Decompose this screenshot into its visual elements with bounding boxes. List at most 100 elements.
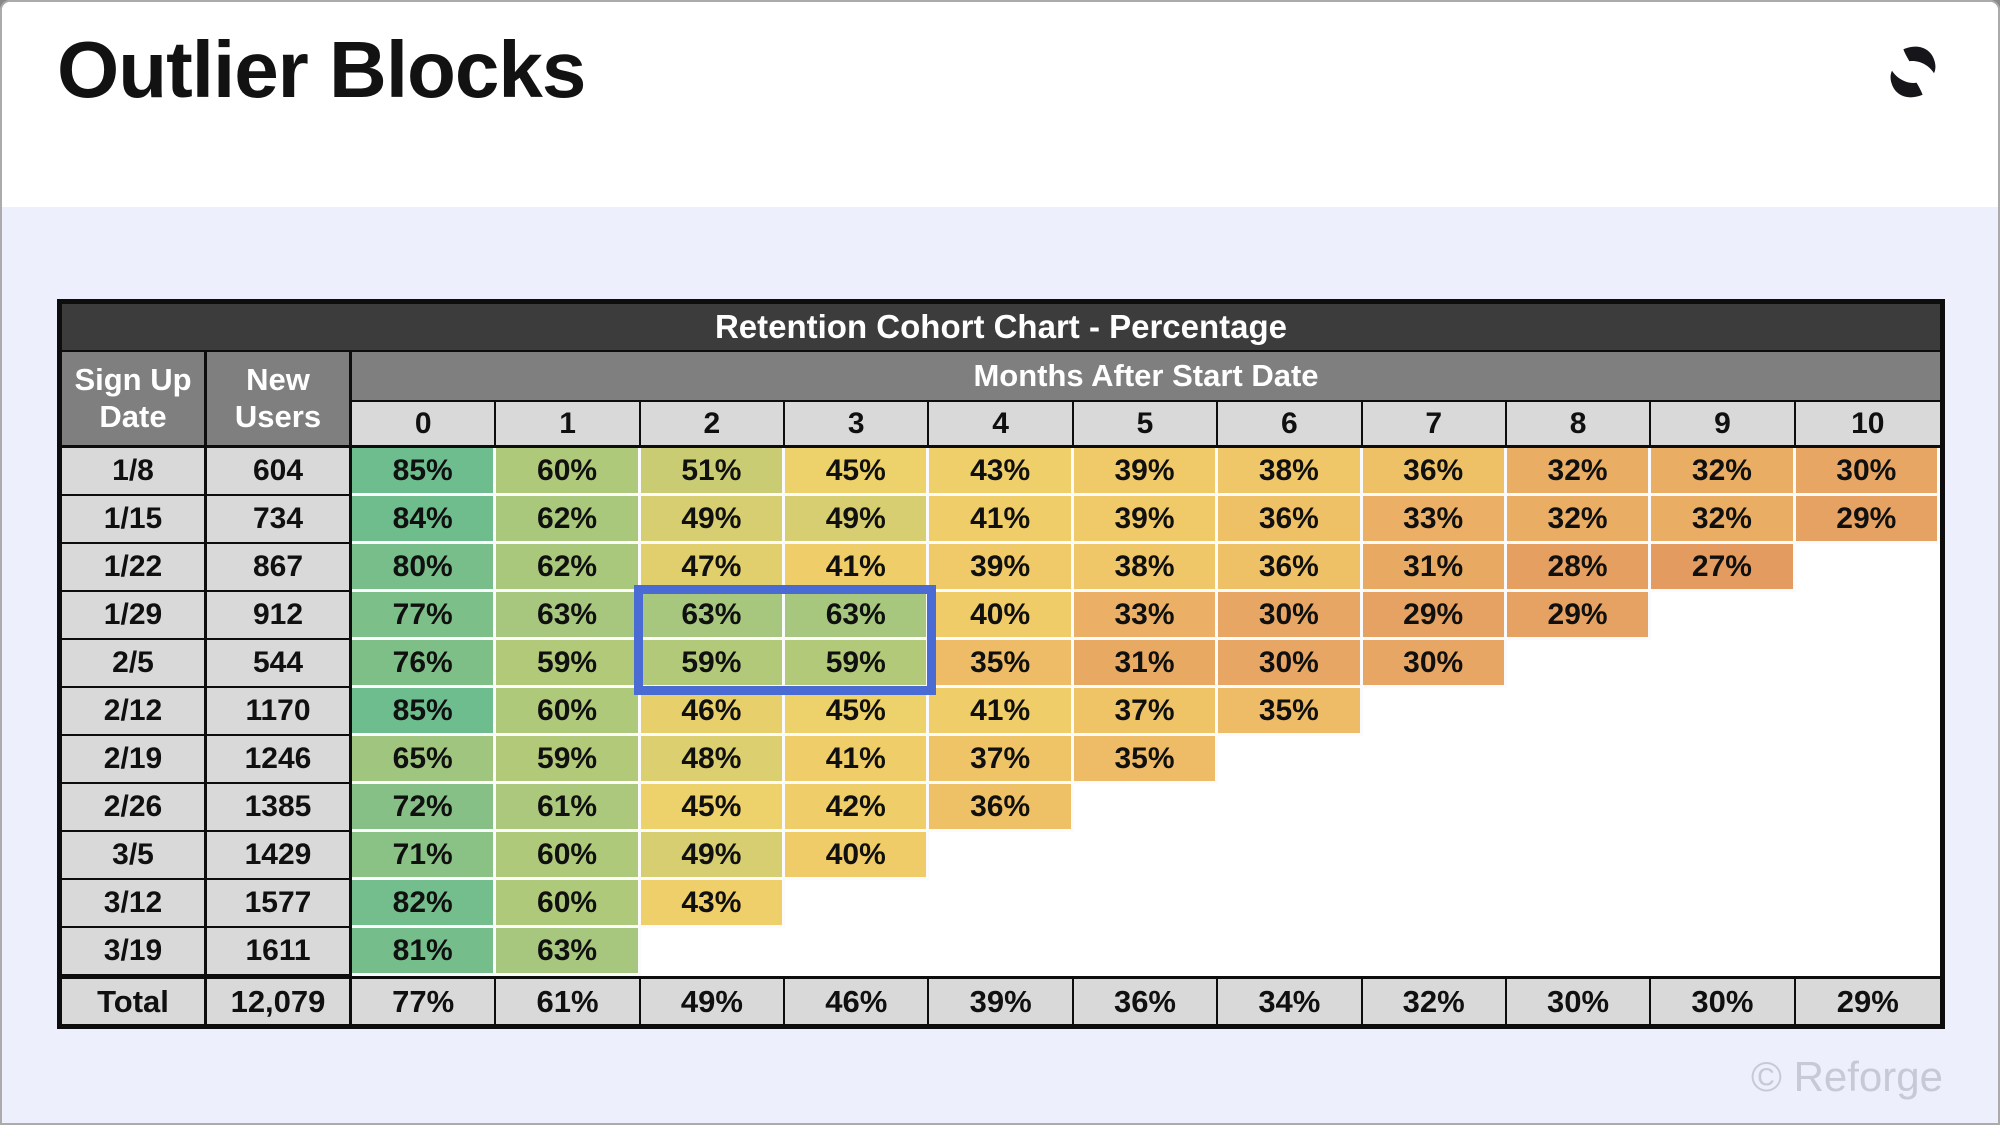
month-col-header: 5: [1073, 402, 1219, 448]
retention-cell: 41%: [929, 496, 1074, 544]
empty-cell: [1651, 880, 1796, 928]
table-title-row: Retention Cohort Chart - Percentage: [62, 304, 1940, 352]
empty-cell: [1362, 880, 1507, 928]
new-users-cell: 1246: [207, 736, 352, 784]
total-retention-cell: 30%: [1651, 976, 1796, 1024]
new-users-cell: 1577: [207, 880, 352, 928]
retention-cell: 42%: [785, 784, 930, 832]
retention-cell: 35%: [929, 640, 1074, 688]
signup-date-cell: 3/12: [62, 880, 207, 928]
retention-cell: 41%: [785, 736, 930, 784]
empty-cell: [929, 928, 1074, 976]
empty-cell: [1506, 640, 1652, 688]
retention-cell: 60%: [496, 880, 641, 928]
empty-cell: [1651, 784, 1796, 832]
month-number-row: 0 1 2 3 4 5 6 7 8 9 10: [62, 402, 1940, 448]
month-col-header: 7: [1362, 402, 1507, 448]
empty-cell: [1506, 736, 1652, 784]
retention-cell: 59%: [785, 640, 930, 688]
empty-cell: [1218, 736, 1363, 784]
retention-cell: 33%: [1362, 496, 1507, 544]
signup-date-cell: 1/8: [62, 448, 207, 496]
new-users-cell: 912: [207, 592, 352, 640]
retention-cell: 30%: [1362, 640, 1507, 688]
retention-cell: 39%: [1073, 496, 1219, 544]
retention-cell: 35%: [1073, 736, 1219, 784]
month-col-header: 0: [352, 402, 497, 448]
empty-cell: [1651, 928, 1796, 976]
retention-cell: 60%: [496, 688, 641, 736]
month-col-header: 1: [496, 402, 641, 448]
retention-cell: 27%: [1651, 544, 1796, 592]
cohort-row: 3/5 1429 71% 60% 49% 40%: [62, 832, 1940, 880]
month-col-header: 6: [1218, 402, 1363, 448]
retention-cell: 62%: [496, 544, 641, 592]
empty-cell: [1651, 688, 1796, 736]
retention-cell: 36%: [1362, 448, 1507, 496]
empty-cell: [785, 880, 930, 928]
reforge-logo-icon: [1890, 46, 1936, 98]
retention-cell: 82%: [352, 880, 497, 928]
retention-cell: 32%: [1651, 496, 1796, 544]
empty-cell: [1506, 928, 1652, 976]
new-users-cell: 1429: [207, 832, 352, 880]
group-header-row: Sign Up Date New Users Months After Star…: [62, 352, 1940, 448]
empty-cell: [1795, 880, 1940, 928]
retention-cell: 43%: [640, 880, 786, 928]
empty-cell: [1506, 832, 1652, 880]
empty-cell: [1506, 688, 1652, 736]
retention-cell: 80%: [352, 544, 497, 592]
empty-cell: [1362, 784, 1507, 832]
retention-cell: 77%: [352, 592, 497, 640]
empty-cell: [1218, 928, 1363, 976]
cohort-row: 1/8 604 85% 60% 51% 45% 43% 39% 38% 36% 32% 32% 30%: [62, 448, 1940, 496]
retention-cell: 39%: [929, 544, 1074, 592]
cohort-row: 2/26 1385 72% 61% 45% 42% 36%: [62, 784, 1940, 832]
slide-header: Outlier Blocks: [2, 2, 1998, 207]
empty-cell: [1506, 880, 1652, 928]
total-retention-cell: 39%: [929, 976, 1074, 1024]
retention-cell: 49%: [640, 832, 786, 880]
signup-date-cell: 1/22: [62, 544, 207, 592]
retention-cell: 49%: [785, 496, 930, 544]
retention-cell: 62%: [496, 496, 641, 544]
retention-cell: 60%: [496, 832, 641, 880]
retention-cell: 63%: [785, 592, 930, 640]
empty-cell: [1795, 928, 1940, 976]
retention-cell: 40%: [929, 592, 1074, 640]
retention-cell: 29%: [1795, 496, 1940, 544]
cohort-table: Retention Cohort Chart - Percentage Sign…: [57, 299, 1945, 1029]
retention-cell: 76%: [352, 640, 497, 688]
retention-cell: 81%: [352, 928, 497, 976]
new-users-cell: 734: [207, 496, 352, 544]
retention-cell: 59%: [496, 736, 641, 784]
retention-cell: 36%: [929, 784, 1074, 832]
empty-cell: [1795, 544, 1940, 592]
total-retention-cell: 77%: [352, 976, 497, 1024]
slide-body: Retention Cohort Chart - Percentage Sign…: [2, 207, 1998, 1123]
empty-cell: [1651, 592, 1796, 640]
retention-cell: 31%: [1073, 640, 1219, 688]
retention-cell: 37%: [1073, 688, 1219, 736]
retention-cell: 40%: [785, 832, 930, 880]
cohort-row: 1/29 912 77% 63% 63% 63% 40% 33% 30% 29% 29%: [62, 592, 1940, 640]
new-users-cell: 604: [207, 448, 352, 496]
month-col-header: 8: [1506, 402, 1652, 448]
total-retention-cell: 36%: [1073, 976, 1219, 1024]
month-col-header: 9: [1651, 402, 1796, 448]
empty-cell: [1506, 784, 1652, 832]
signup-date-cell: 2/26: [62, 784, 207, 832]
month-col-header: 10: [1795, 402, 1940, 448]
retention-cell: 59%: [496, 640, 641, 688]
total-retention-cell: 29%: [1795, 976, 1940, 1024]
retention-cell: 30%: [1795, 448, 1940, 496]
empty-cell: [1651, 640, 1796, 688]
retention-cell: 31%: [1362, 544, 1507, 592]
retention-cell: 72%: [352, 784, 497, 832]
empty-cell: [1362, 928, 1507, 976]
empty-cell: [1795, 736, 1940, 784]
total-retention-cell: 32%: [1362, 976, 1507, 1024]
empty-cell: [1362, 736, 1507, 784]
cohort-row: 1/15 734 84% 62% 49% 49% 41% 39% 36% 33% 32% 32% 29%: [62, 496, 1940, 544]
retention-cell: 36%: [1218, 496, 1363, 544]
